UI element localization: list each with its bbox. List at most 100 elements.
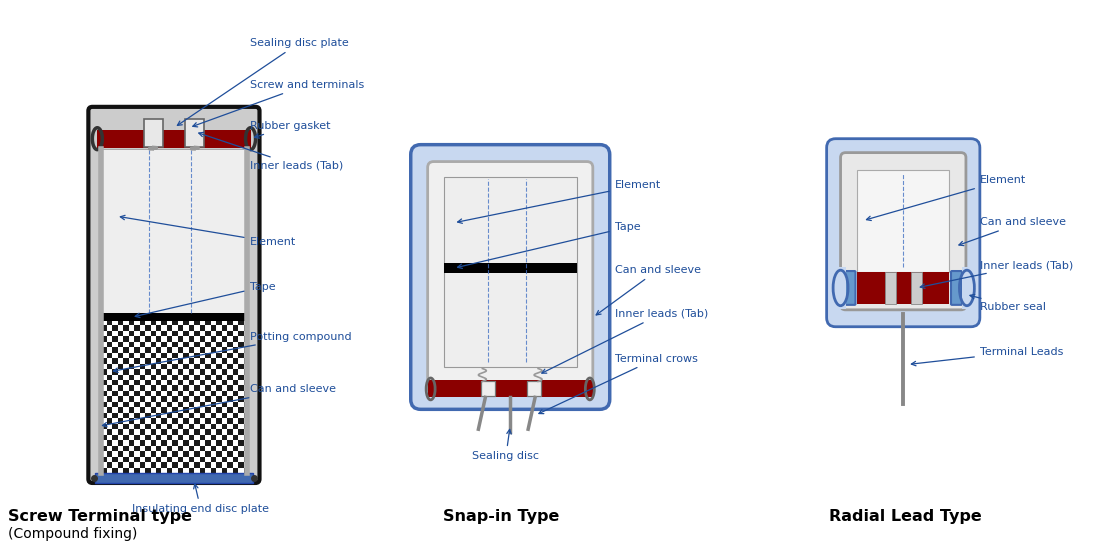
Bar: [123, 451, 129, 457]
Bar: [156, 457, 161, 462]
Bar: [200, 468, 206, 473]
Bar: [112, 347, 118, 353]
Bar: [216, 402, 221, 407]
Bar: [112, 462, 118, 468]
Text: Rubber gasket: Rubber gasket: [249, 121, 330, 138]
Bar: [101, 468, 107, 473]
Bar: [107, 396, 112, 402]
Bar: [221, 424, 227, 429]
Bar: [232, 331, 238, 336]
Bar: [189, 429, 195, 434]
Bar: [178, 380, 183, 385]
Bar: [101, 385, 107, 391]
Bar: [238, 440, 244, 445]
Bar: [161, 342, 167, 347]
Bar: [211, 347, 216, 353]
Bar: [123, 413, 129, 418]
Bar: [221, 320, 227, 325]
Bar: [118, 462, 123, 468]
Bar: [123, 364, 129, 369]
Bar: [178, 462, 183, 468]
Bar: [129, 353, 135, 358]
Bar: [178, 451, 183, 457]
Bar: [140, 391, 145, 396]
Bar: [112, 385, 118, 391]
Bar: [140, 353, 145, 358]
Bar: [189, 336, 195, 342]
Bar: [232, 468, 238, 473]
Bar: [183, 364, 189, 369]
Bar: [221, 325, 227, 331]
Bar: [238, 468, 244, 473]
Bar: [211, 468, 216, 473]
Bar: [172, 407, 178, 413]
Bar: [216, 342, 221, 347]
Bar: [221, 468, 227, 473]
Bar: [200, 434, 206, 440]
Bar: [145, 462, 150, 468]
Bar: [145, 336, 150, 342]
Bar: [189, 402, 195, 407]
Bar: [156, 424, 161, 429]
Bar: [140, 402, 145, 407]
Bar: [227, 331, 232, 336]
Bar: [161, 317, 167, 320]
Bar: [123, 429, 129, 434]
Bar: [156, 317, 161, 320]
Bar: [206, 380, 211, 385]
Bar: [211, 353, 216, 358]
Bar: [156, 407, 161, 413]
Bar: [238, 369, 244, 374]
Bar: [232, 407, 238, 413]
Bar: [135, 325, 140, 331]
Bar: [206, 331, 211, 336]
Bar: [211, 317, 216, 320]
Bar: [145, 380, 150, 385]
Bar: [211, 380, 216, 385]
Bar: [211, 331, 216, 336]
Bar: [244, 358, 247, 364]
Bar: [161, 331, 167, 336]
Bar: [123, 369, 129, 374]
Bar: [206, 369, 211, 374]
Bar: [172, 364, 178, 369]
Bar: [232, 413, 238, 418]
Bar: [221, 369, 227, 374]
Bar: [232, 445, 238, 451]
Bar: [140, 385, 145, 391]
Bar: [112, 317, 118, 320]
Bar: [178, 391, 183, 396]
Bar: [112, 445, 118, 451]
FancyBboxPatch shape: [428, 162, 593, 392]
Bar: [206, 440, 211, 445]
Bar: [167, 317, 172, 320]
Bar: [244, 418, 247, 424]
Bar: [216, 429, 221, 434]
Bar: [206, 468, 211, 473]
Bar: [238, 325, 244, 331]
Bar: [216, 358, 221, 364]
Bar: [911, 272, 922, 304]
Bar: [200, 396, 206, 402]
Bar: [145, 374, 150, 380]
Bar: [118, 317, 123, 320]
Bar: [216, 407, 221, 413]
Bar: [129, 391, 135, 396]
Bar: [232, 358, 238, 364]
Bar: [167, 440, 172, 445]
Bar: [221, 402, 227, 407]
Bar: [101, 148, 247, 473]
Bar: [118, 353, 123, 358]
Bar: [178, 434, 183, 440]
Bar: [244, 385, 247, 391]
Bar: [232, 369, 238, 374]
Bar: [244, 424, 247, 429]
Bar: [123, 385, 129, 391]
Bar: [129, 457, 135, 462]
Bar: [145, 457, 150, 462]
Bar: [178, 424, 183, 429]
Bar: [112, 396, 118, 402]
Bar: [123, 391, 129, 396]
Bar: [161, 451, 167, 457]
Bar: [238, 380, 244, 385]
